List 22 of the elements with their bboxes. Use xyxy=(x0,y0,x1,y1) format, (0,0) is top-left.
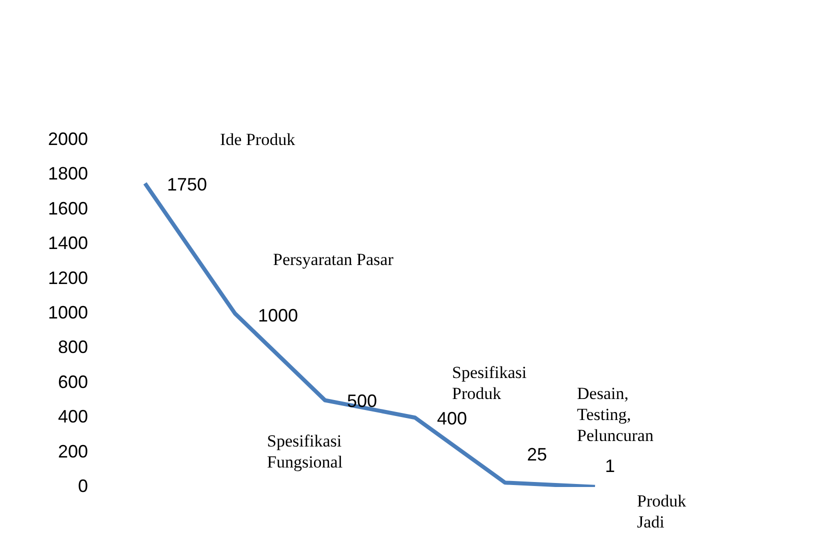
data-label: 25 xyxy=(527,444,548,465)
data-label: 1750 xyxy=(167,174,208,194)
annotation: Desain, Testing, Peluncuran xyxy=(577,384,654,446)
y-tick-label: 1000 xyxy=(48,302,88,322)
text: Produk Jadi xyxy=(637,491,687,532)
annotation: Ide Produk xyxy=(220,130,296,149)
annotation: Spesifikasi Fungsional xyxy=(267,432,343,472)
y-tick-label: 1600 xyxy=(48,198,88,218)
y-tick-label: 200 xyxy=(58,441,88,462)
y-tick-label: 600 xyxy=(58,372,88,392)
data-label: 1000 xyxy=(258,305,298,326)
annotation: Persyaratan Pasar xyxy=(273,250,394,269)
y-tick-label: 400 xyxy=(58,406,88,427)
y-tick-label: 1800 xyxy=(48,164,88,184)
y-tick-label: 2000 xyxy=(48,128,88,149)
data-label: 1 xyxy=(605,456,616,476)
y-tick-label: 800 xyxy=(58,337,88,358)
y-tick-label: 0 xyxy=(78,476,88,496)
y-tick-label: 1400 xyxy=(48,233,88,254)
data-label: 400 xyxy=(437,408,468,429)
y-tick-label: 1200 xyxy=(48,268,88,288)
annotation: Spesifikasi Produk xyxy=(452,363,527,404)
